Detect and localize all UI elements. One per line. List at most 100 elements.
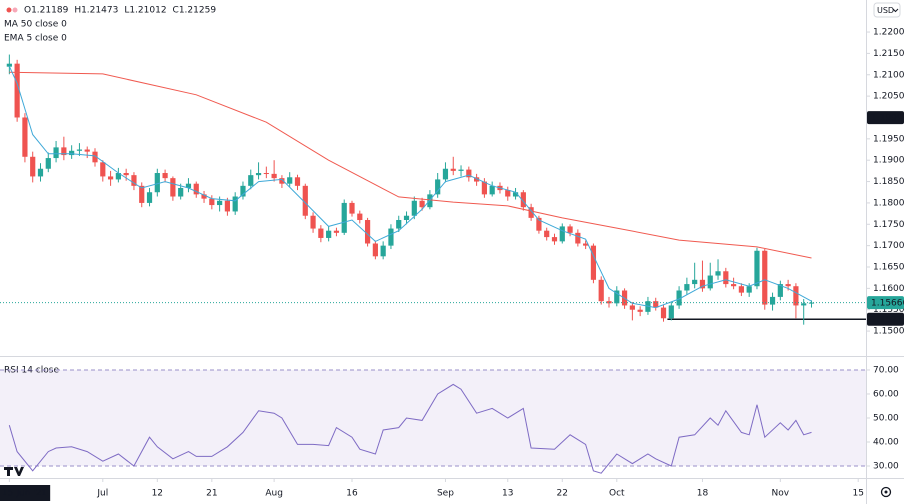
candle-body <box>30 156 36 177</box>
x-tick-label: Nov <box>772 489 790 499</box>
x-tick-label: 21 <box>206 489 217 499</box>
candle-body <box>575 232 581 244</box>
candle-body <box>146 192 153 203</box>
candle-body <box>310 215 316 229</box>
candle-body <box>364 220 371 244</box>
y-tick-label: 1.20500 <box>873 92 904 102</box>
candle-body <box>232 196 238 212</box>
candle-body <box>489 185 495 195</box>
candle-body <box>676 290 682 306</box>
ohlc-value: H1.21473 <box>74 6 118 16</box>
candle-body <box>699 279 706 289</box>
y-tick-label: 50.00 <box>873 413 899 423</box>
candle-body <box>100 162 106 177</box>
x-tick-label: 16 <box>346 489 358 499</box>
x-tick-label: Sep <box>437 489 454 499</box>
candle-body <box>544 230 550 238</box>
candle-body <box>162 173 168 179</box>
candle-body <box>287 177 293 184</box>
candle-body <box>185 183 192 188</box>
candle-body <box>668 305 674 319</box>
candle-body <box>598 279 604 302</box>
candle-body <box>209 198 215 206</box>
candle-body <box>279 178 285 184</box>
candle-body <box>637 309 643 312</box>
candle-body <box>14 63 20 118</box>
candle-body <box>653 301 659 308</box>
price-tag <box>867 296 904 310</box>
candle-body <box>793 286 799 306</box>
candle-body <box>326 230 332 238</box>
candle-body <box>92 151 98 163</box>
candle-body <box>692 279 698 285</box>
candle-body <box>505 190 511 197</box>
x-tick-label: Aug <box>265 489 283 499</box>
currency-button[interactable]: USD <box>873 2 901 18</box>
candle-body <box>590 245 597 280</box>
candle-body <box>466 169 472 178</box>
price-tag <box>867 312 904 326</box>
candle-body <box>474 177 480 182</box>
candle-body <box>769 296 776 305</box>
candle-body <box>559 226 565 242</box>
candle-body <box>458 169 464 171</box>
candle-body <box>380 245 386 257</box>
candle-body <box>357 213 363 221</box>
candle-body <box>660 307 667 319</box>
ohlc-value: C1.21259 <box>173 6 217 16</box>
currency[interactable]: USD <box>877 6 894 15</box>
x-tick-label: 13 <box>502 489 513 499</box>
candle-body <box>341 202 347 233</box>
candle-body <box>170 178 176 197</box>
candle-body <box>107 176 114 180</box>
candle-body <box>294 177 301 186</box>
y-tick-label: 40.00 <box>873 437 899 447</box>
y-tick-label: 60.00 <box>873 389 899 399</box>
candle-body <box>333 230 340 233</box>
x-tick-label: Oct <box>609 489 625 499</box>
candle-body <box>777 284 783 297</box>
candle-body <box>131 175 137 186</box>
candle-body <box>481 181 487 195</box>
status-dot <box>12 7 18 13</box>
candle-body <box>115 173 121 180</box>
y-tick-label: 1.19000 <box>873 156 904 166</box>
candle-body <box>442 168 449 180</box>
dropdown-arrow[interactable] <box>892 8 899 13</box>
candle-body <box>201 194 207 199</box>
candle-body <box>754 250 760 287</box>
candle-body <box>450 168 456 171</box>
candle-body <box>629 305 635 310</box>
candle-body <box>731 284 737 287</box>
candle-body <box>45 158 51 169</box>
x-tick-label: 15 Jun '21 <box>2 489 47 499</box>
candle-body <box>139 185 145 203</box>
y-tick-label: 1.22000 <box>873 28 904 38</box>
candle-body <box>684 284 690 291</box>
price-tag <box>867 111 904 125</box>
candle-body <box>419 200 425 208</box>
gear-icon[interactable] <box>880 486 892 498</box>
candle-body <box>762 250 768 305</box>
y-tick-label: 1.19500 <box>873 134 904 144</box>
candle-body <box>520 192 526 208</box>
candle-body <box>22 117 28 157</box>
y-tick-label: 1.17500 <box>873 220 904 230</box>
candle-body <box>372 243 378 257</box>
tv-logo <box>4 467 24 476</box>
candle-body <box>76 149 83 151</box>
candle-body <box>536 217 542 231</box>
gear-center[interactable] <box>884 490 888 494</box>
settings-button[interactable] <box>880 486 892 498</box>
y-tick-label: 1.21500 <box>873 49 904 59</box>
rsi-title: RSI 14 close <box>4 366 59 376</box>
ohlc-value: O1.21189 <box>24 6 69 16</box>
y-tick-label: 1.18500 <box>873 177 904 187</box>
currency-box[interactable] <box>873 2 901 18</box>
candle-body <box>801 303 807 306</box>
status-dot <box>6 7 12 13</box>
candle-body <box>396 220 402 229</box>
y-tick-label: 1.15500 <box>873 305 904 315</box>
candle-body <box>61 147 67 156</box>
